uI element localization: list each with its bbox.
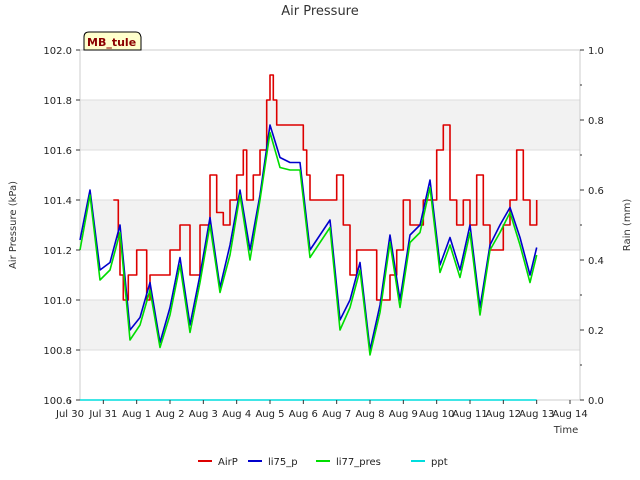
y-tick-label: 101.8 — [43, 96, 72, 107]
x-axis-label: Time — [553, 425, 578, 436]
x-tick-label: Aug 14 — [552, 409, 587, 420]
chart-title: Air Pressure — [281, 4, 359, 19]
y-tick-label: 101.0 — [43, 296, 72, 307]
x-tick-label: Aug 2 — [155, 409, 184, 420]
y-tick-label: 102.0 — [43, 46, 72, 57]
x-tick-label: Aug 13 — [519, 409, 554, 420]
y-axis-ticks: 100.6 100.8 101.0 101.2 101.4 101.6 101.8 102.0 — [43, 46, 80, 407]
legend: AirP li75_p li77_pres ppt — [198, 457, 448, 468]
background-band — [80, 300, 580, 350]
y2-axis-ticks: 0.0 0.2 0.4 0.6 0.8 1.0 — [580, 46, 604, 407]
x-tick-label: Aug 11 — [452, 409, 487, 420]
legend-label: ppt — [431, 457, 448, 468]
x-tick-label: Aug 12 — [486, 409, 521, 420]
x-tick-label: Aug 5 — [255, 409, 284, 420]
legend-label: li75_p — [268, 457, 298, 468]
y-tick-label: 101.6 — [43, 146, 72, 157]
x-tick-label: Aug 3 — [189, 409, 218, 420]
series-line-li75-p — [79, 124, 538, 351]
x-tick-label: Jul 30 — [55, 409, 84, 420]
y-axis-label: Air Pressure (kPa) — [8, 181, 19, 269]
site-label: MB_tule — [87, 36, 136, 49]
series-line-li77-pres — [79, 131, 538, 356]
series-group — [79, 74, 538, 401]
background-band — [80, 100, 580, 150]
y2-tick-label: 0.8 — [588, 116, 604, 127]
x-tick-label: Aug 4 — [222, 409, 251, 420]
series-line-airp — [113, 74, 538, 301]
x-tick-label: Aug 9 — [389, 409, 418, 420]
site-label-box: MB_tule — [83, 31, 142, 51]
x-tick-label: Aug 10 — [419, 409, 454, 420]
y2-tick-label: 1.0 — [588, 46, 604, 57]
x-tick-label: Jul 31 — [88, 409, 117, 420]
site-label-background — [83, 31, 142, 51]
x-tick-label: Aug 1 — [122, 409, 151, 420]
y-tick-label: 100.8 — [43, 346, 72, 357]
x-axis-ticks: Jul 30 Jul 31 Aug 1 Aug 2 Aug 3 Aug 4 Aug 5 Aug… — [55, 400, 588, 420]
x-tick-label: Aug 8 — [355, 409, 384, 420]
y-tick-label: 100.6 — [43, 396, 72, 407]
y2-axis-label: Rain (mm) — [622, 199, 633, 252]
y2-tick-label: 0.4 — [588, 256, 604, 267]
y-tick-label: 101.4 — [43, 196, 72, 207]
y-tick-label: 101.2 — [43, 246, 72, 257]
x-tick-label: Aug 6 — [289, 409, 318, 420]
y2-tick-label: 0.6 — [588, 186, 604, 197]
x-tick-label: Aug 7 — [322, 409, 351, 420]
y2-tick-label: 0.0 — [588, 396, 604, 407]
legend-label: li77_pres — [336, 457, 381, 468]
legend-label: AirP — [218, 457, 238, 468]
y2-tick-label: 0.2 — [588, 326, 604, 337]
